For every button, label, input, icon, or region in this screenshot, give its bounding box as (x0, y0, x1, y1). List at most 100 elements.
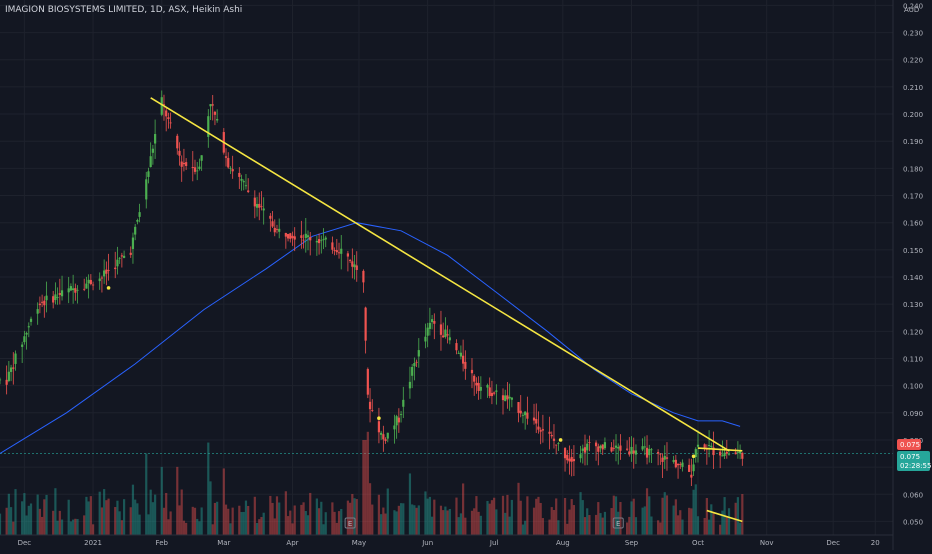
volume-bar (719, 524, 722, 535)
candle-body (643, 446, 646, 448)
candle-body (364, 307, 367, 341)
volume-bar (725, 516, 728, 535)
volume-bar (464, 517, 467, 535)
candle-body (216, 119, 219, 121)
candle-body (486, 385, 489, 388)
volume-bar (260, 517, 263, 535)
volume-bar (309, 492, 312, 535)
volume-bar (504, 512, 507, 535)
volume-bar (672, 505, 675, 535)
candle-body (136, 220, 139, 222)
candle-body (517, 402, 520, 413)
candle-body (557, 443, 560, 444)
candle-body (614, 445, 618, 448)
candle-body (306, 235, 310, 238)
volume-bar (650, 516, 653, 535)
price-tick-label: 0.220 (903, 57, 923, 65)
volume-bar (603, 511, 607, 535)
candle-body (568, 458, 571, 462)
candle-body (444, 329, 447, 338)
volume-bar (579, 492, 582, 535)
trendlines[interactable] (150, 97, 743, 523)
volume-bar (508, 516, 511, 535)
markers (106, 286, 696, 459)
volume-bar (72, 519, 75, 535)
volume-bar (196, 518, 199, 535)
candle-body (539, 430, 542, 432)
volume-bar (599, 513, 602, 535)
volume-bar (138, 514, 141, 535)
volume-bar (371, 504, 374, 535)
candle-body (131, 237, 135, 249)
volume-bar (415, 507, 418, 535)
volume-bar (98, 491, 101, 535)
time-tick-label: Oct (692, 539, 704, 547)
volume-bar (583, 517, 587, 535)
candle-body (617, 447, 620, 449)
candle-body (198, 166, 201, 169)
time-tick-label: Nov (760, 539, 774, 547)
volume-bar (557, 520, 560, 535)
candle-body (661, 457, 664, 462)
volume-bar (74, 518, 77, 535)
price-tags: 0.075 0.075 02:28:55 (897, 439, 931, 471)
candle-body (490, 392, 494, 397)
volume-bar (41, 516, 44, 535)
time-tick-label: 2021 (84, 539, 102, 547)
volume-bar (448, 508, 451, 535)
candle-body (269, 215, 272, 219)
volume-bar (457, 517, 460, 535)
candle-body (630, 446, 633, 454)
candle-body (632, 450, 635, 454)
price-tick-label: 0.100 (903, 383, 923, 391)
volume-bar (52, 510, 55, 535)
candle-body (244, 185, 248, 187)
volume-bar (539, 502, 542, 535)
volume-bar (430, 516, 434, 535)
volume-bar (661, 497, 664, 535)
volume-bar (393, 510, 396, 535)
candle-body (227, 157, 230, 168)
candle-body (612, 447, 615, 449)
candle-body (721, 455, 724, 457)
candle-body (122, 255, 126, 258)
candle-body (271, 221, 274, 227)
volume-bar (736, 497, 739, 535)
volume-bar (428, 496, 431, 535)
volume-bar (9, 507, 13, 535)
volume-bar (444, 506, 447, 535)
grid (0, 0, 893, 535)
candle-body (211, 104, 214, 106)
candle-body (719, 451, 722, 456)
candle-body (224, 156, 228, 158)
volume-bar (586, 508, 589, 535)
currency-label[interactable]: AUD (904, 6, 919, 14)
volume-bar (382, 507, 385, 535)
candle-body (710, 445, 713, 448)
candle-body (588, 442, 591, 443)
volume-bar (271, 502, 274, 535)
volume-bar (118, 511, 121, 535)
volume-bar (27, 505, 30, 535)
volume-bar (5, 507, 8, 535)
candle-body (185, 162, 188, 166)
time-tick-label: Dec (826, 539, 840, 547)
volume-bar (581, 500, 584, 535)
candle-body (519, 410, 522, 414)
volume-bar (147, 514, 150, 535)
candle-body (501, 395, 505, 401)
volume-bar (216, 501, 219, 535)
candle-body (14, 353, 17, 364)
candle-body (12, 367, 15, 369)
last-price-tag-red (897, 439, 921, 450)
candle-body (331, 242, 334, 250)
volume-bar (207, 442, 210, 535)
volume-bar (149, 489, 152, 535)
symbol-title[interactable]: IMAGION BIOSYSTEMS LIMITED, 1D, ASX, Hei… (5, 5, 242, 15)
volume-bar (617, 511, 620, 535)
volume-bar (0, 513, 2, 535)
volume-bar (103, 489, 106, 535)
